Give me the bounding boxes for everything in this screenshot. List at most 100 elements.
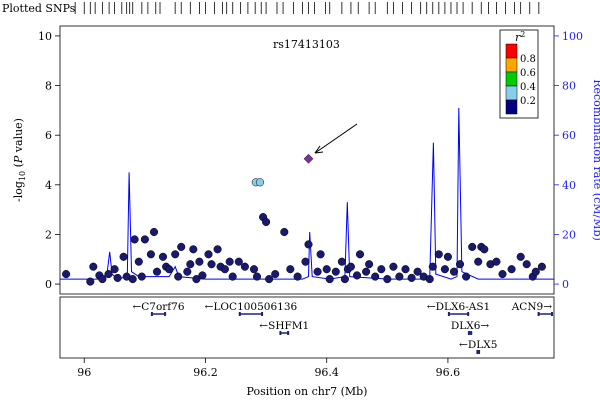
snp-point [316, 250, 325, 259]
snp-point [395, 272, 404, 281]
snp-point [240, 262, 249, 271]
plotted-snps-label: Plotted SNPs [2, 2, 76, 15]
gene-exon [537, 312, 540, 316]
snp-point [98, 275, 107, 284]
snp-point [537, 262, 546, 271]
snp-point [286, 265, 295, 274]
snp-point [440, 265, 449, 274]
gene-exon [238, 312, 241, 316]
x-tick-label: 96.2 [193, 366, 218, 379]
snp-point [134, 257, 143, 266]
snp-point [207, 260, 216, 269]
snp-point [293, 272, 302, 281]
legend-swatch [505, 99, 518, 115]
gene-track: ←C7orf76 ←LOC100506136 ←SHFM1 ←DLX6-AS1 ACN9… [132, 301, 553, 354]
snp-point [340, 275, 349, 284]
snp-points-layer [62, 153, 546, 286]
snp-point [86, 277, 95, 286]
snp-point [522, 260, 531, 269]
snp-point [516, 252, 525, 261]
gene-exon [551, 312, 553, 316]
x-tick-label: 96.6 [436, 366, 461, 379]
gene-exon [478, 350, 481, 354]
snp-point [377, 265, 386, 274]
legend-swatch [505, 57, 518, 73]
snp-point [468, 242, 477, 251]
snp-point [337, 257, 346, 266]
lead-snp-point [303, 153, 314, 164]
snp-point [389, 262, 398, 271]
snp-point [189, 245, 198, 254]
gene-label: ←SHFM1 [259, 320, 309, 332]
x-axis-ticks: 96 96.2 96.4 96.6 [77, 358, 460, 379]
gene-exon [470, 331, 473, 335]
snp-point [352, 271, 362, 280]
snp-point [474, 257, 483, 266]
left-y-tick-label: 0 [45, 278, 52, 291]
gene-exon [261, 312, 264, 316]
snp-point [262, 217, 271, 227]
snp-point [252, 272, 262, 281]
gene-exon [447, 312, 450, 316]
snp-point [220, 265, 229, 274]
snp-track [74, 2, 540, 14]
gene-label: ←DLX6-AS1 [427, 301, 490, 313]
snp-point [383, 275, 392, 284]
snp-point [401, 265, 410, 274]
snp-point [462, 272, 471, 281]
legend-title: r2 [515, 30, 525, 44]
snp-point [449, 267, 459, 276]
snp-point [110, 265, 119, 274]
snp-point [186, 260, 195, 269]
snp-point [177, 242, 186, 251]
r2-legend: r2 0.8 0.6 0.4 0.2 [499, 29, 539, 119]
snp-point [313, 267, 322, 276]
snp-point [322, 265, 331, 274]
gene-label: DLX6→ [451, 320, 490, 332]
snp-point [346, 262, 355, 271]
snp-point [171, 250, 180, 259]
legend-swatch [505, 85, 518, 101]
snp-point [507, 265, 516, 274]
snp-point [331, 267, 340, 276]
snp-point [104, 270, 113, 279]
gene-exon [467, 312, 470, 316]
snp-point [498, 270, 507, 279]
gene-panel-frame [59, 296, 555, 359]
legend-threshold-label: 0.8 [520, 54, 536, 65]
snp-point [234, 257, 243, 266]
right-y-axis-label: Recombination rate (cM/Mb) [591, 79, 600, 241]
snp-point [413, 267, 422, 276]
right-y-tick-label: 40 [562, 179, 576, 192]
legend-swatch [505, 71, 518, 87]
lead-snp-annotation: rs17413103 [273, 38, 340, 51]
snp-point [355, 250, 365, 259]
snp-point [531, 267, 540, 276]
snp-point [265, 275, 274, 284]
right-y-tick-label: 0 [562, 278, 569, 291]
snp-point [128, 275, 137, 284]
snp-point [130, 235, 139, 244]
snp-point [455, 260, 465, 269]
snp-point [362, 267, 371, 276]
x-tick-label: 96.4 [314, 366, 339, 379]
left-y-tick-label: 2 [45, 228, 52, 241]
snp-point [301, 257, 310, 266]
snp-point [62, 270, 71, 279]
snp-point [325, 275, 334, 284]
legend-threshold-label: 0.4 [520, 82, 536, 93]
gene-label: ←LOC100506136 [205, 301, 298, 313]
right-y-tick-label: 80 [562, 80, 576, 93]
snp-point [137, 272, 146, 281]
snp-point [204, 250, 213, 259]
snp-point [271, 270, 280, 279]
snp-point [192, 275, 201, 284]
snp-point [371, 272, 380, 281]
main-plot-frame [59, 25, 555, 295]
snp-point [225, 257, 234, 266]
snp-point [146, 250, 155, 259]
gene-label: ←C7orf76 [132, 301, 184, 313]
snp-point [158, 252, 168, 261]
snp-point [228, 272, 237, 281]
left-y-axis-label: -log10 (P value) [12, 118, 27, 202]
